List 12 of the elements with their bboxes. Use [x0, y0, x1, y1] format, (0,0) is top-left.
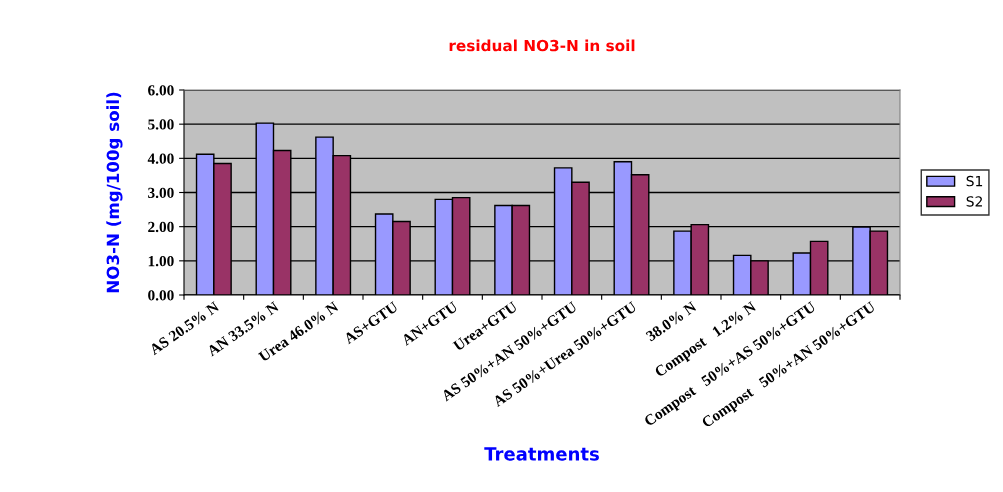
y-tick-label: 0.00 [148, 290, 174, 301]
y-tick-label: 6.00 [148, 85, 174, 96]
y-tick-label: 1.00 [148, 255, 174, 267]
legend-label: S1 [966, 175, 983, 187]
y-tick-label: 5.00 [148, 119, 174, 130]
y-tick-label: 3.00 [148, 187, 174, 199]
y-tick-label: 2.00 [148, 221, 174, 233]
legend-label: S2 [966, 196, 982, 207]
chart-title: residual NO3-N in soil [449, 39, 635, 52]
x-axis-title: Treatments [484, 447, 599, 461]
y-tick-label: 4.00 [147, 153, 174, 164]
y-axis-title: NO3-N (mg/100g soil) [106, 92, 123, 293]
